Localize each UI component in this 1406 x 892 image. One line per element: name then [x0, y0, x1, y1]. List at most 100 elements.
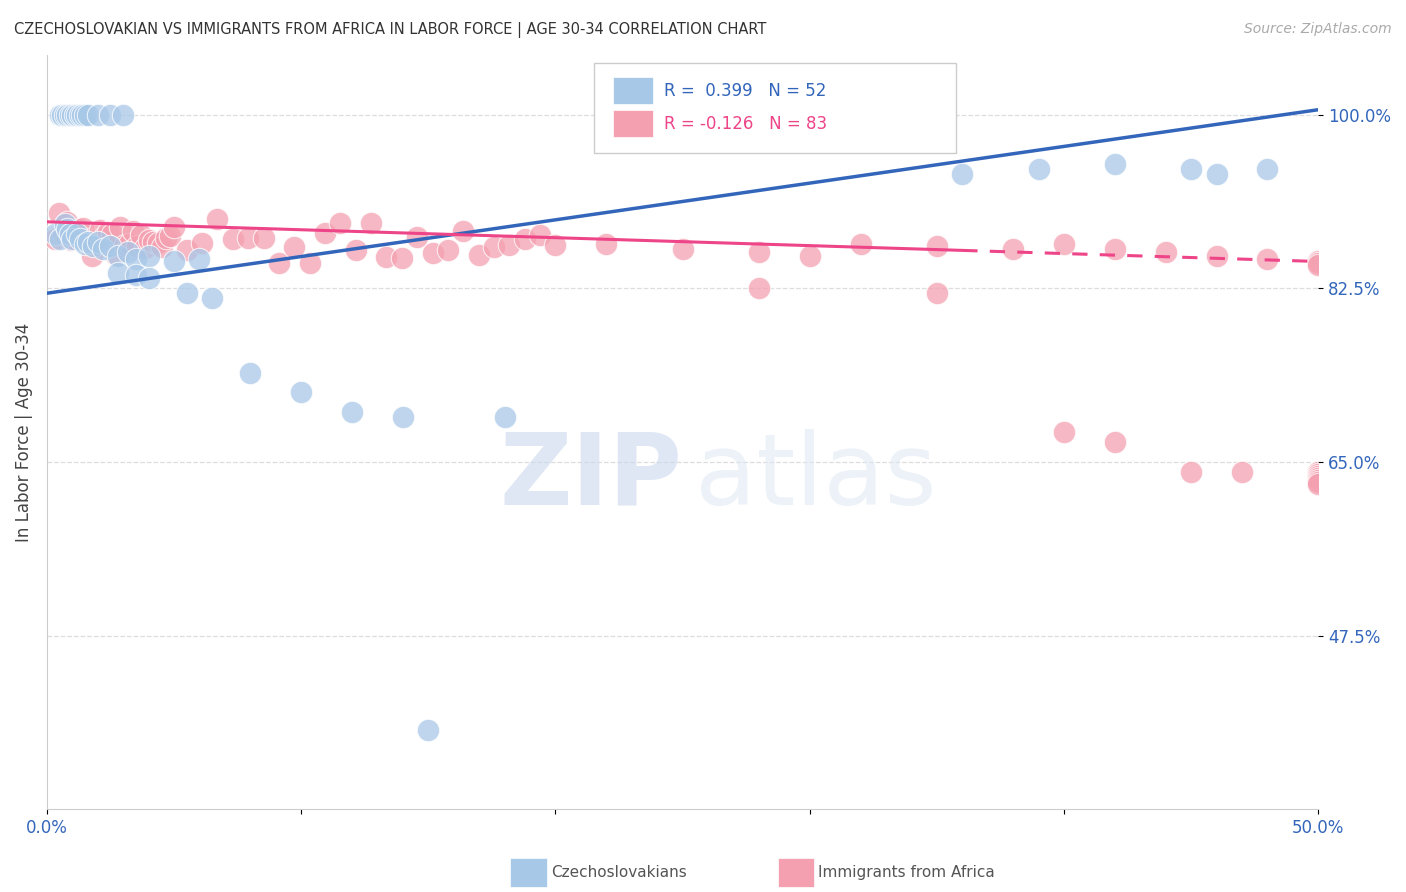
Point — [105, 248, 128, 262]
Point — [1308, 467, 1330, 481]
Point — [422, 246, 444, 260]
Point — [114, 237, 136, 252]
Point — [925, 286, 948, 301]
Point — [1205, 167, 1227, 181]
Point — [89, 222, 111, 236]
Point — [163, 254, 186, 268]
Point — [925, 238, 948, 252]
Point — [118, 236, 141, 251]
Point — [1230, 465, 1253, 479]
Point — [101, 227, 124, 242]
Point — [1308, 475, 1330, 489]
Point — [80, 248, 103, 262]
Point — [207, 211, 229, 226]
Point — [93, 230, 115, 244]
Point — [100, 238, 122, 252]
Point — [1104, 157, 1126, 171]
Point — [53, 108, 76, 122]
Point — [344, 243, 367, 257]
Point — [107, 248, 129, 262]
Point — [142, 235, 165, 249]
Point — [1308, 259, 1330, 273]
Point — [107, 267, 129, 281]
Point — [239, 366, 262, 380]
Text: Source: ZipAtlas.com: Source: ZipAtlas.com — [1244, 22, 1392, 37]
Point — [112, 108, 135, 122]
Point — [1308, 476, 1330, 491]
Point — [191, 235, 214, 250]
Point — [1256, 162, 1278, 177]
Point — [314, 227, 336, 241]
Text: Czechoslovakians: Czechoslovakians — [551, 865, 688, 880]
Point — [84, 233, 107, 247]
Point — [53, 217, 76, 231]
Point — [671, 242, 693, 256]
Point — [494, 410, 516, 425]
Point — [176, 244, 198, 258]
Point — [1308, 471, 1330, 485]
Point — [159, 229, 181, 244]
Point — [1308, 254, 1330, 268]
Point — [73, 236, 96, 251]
Point — [222, 232, 245, 246]
Point — [748, 281, 770, 295]
Point — [67, 221, 90, 235]
Point — [482, 240, 505, 254]
Point — [44, 232, 66, 246]
Point — [63, 108, 86, 122]
Point — [252, 231, 274, 245]
Point — [340, 405, 363, 419]
Point — [1154, 244, 1177, 259]
Point — [163, 219, 186, 234]
Point — [529, 227, 551, 242]
Point — [176, 286, 198, 301]
Point — [155, 231, 177, 245]
Point — [748, 244, 770, 259]
Point — [48, 232, 70, 246]
Point — [56, 221, 79, 235]
Point — [138, 233, 160, 247]
Point — [595, 236, 617, 251]
FancyBboxPatch shape — [593, 62, 956, 153]
Point — [69, 232, 91, 246]
Point — [110, 220, 132, 235]
Point — [87, 108, 110, 122]
Point — [1002, 242, 1025, 256]
Point — [799, 248, 821, 262]
Point — [375, 250, 398, 264]
Point — [283, 239, 305, 253]
Point — [188, 252, 211, 266]
Point — [1104, 242, 1126, 256]
Point — [59, 108, 82, 122]
Point — [1180, 162, 1202, 177]
Text: Immigrants from Africa: Immigrants from Africa — [818, 865, 995, 880]
Y-axis label: In Labor Force | Age 30-34: In Labor Force | Age 30-34 — [15, 323, 32, 541]
Point — [52, 227, 75, 242]
Point — [1308, 473, 1330, 487]
Point — [125, 239, 148, 253]
Point — [1104, 435, 1126, 450]
Point — [66, 227, 89, 241]
Point — [150, 240, 173, 254]
Text: R =  0.399   N = 52: R = 0.399 N = 52 — [664, 81, 825, 100]
Point — [69, 108, 91, 122]
Point — [544, 238, 567, 252]
Point — [73, 108, 96, 122]
Point — [129, 227, 152, 242]
Point — [1256, 252, 1278, 266]
FancyBboxPatch shape — [613, 77, 654, 104]
Point — [44, 227, 66, 241]
Point — [392, 410, 415, 425]
Point — [437, 243, 460, 257]
Text: R = -0.126   N = 83: R = -0.126 N = 83 — [664, 115, 827, 133]
Point — [60, 232, 83, 246]
Point — [138, 248, 160, 262]
Point — [134, 241, 156, 255]
Point — [76, 235, 98, 249]
Point — [238, 231, 260, 245]
Point — [87, 235, 110, 249]
Point — [48, 206, 70, 220]
Point — [267, 256, 290, 270]
Point — [72, 108, 94, 122]
Text: ZIP: ZIP — [499, 429, 682, 526]
